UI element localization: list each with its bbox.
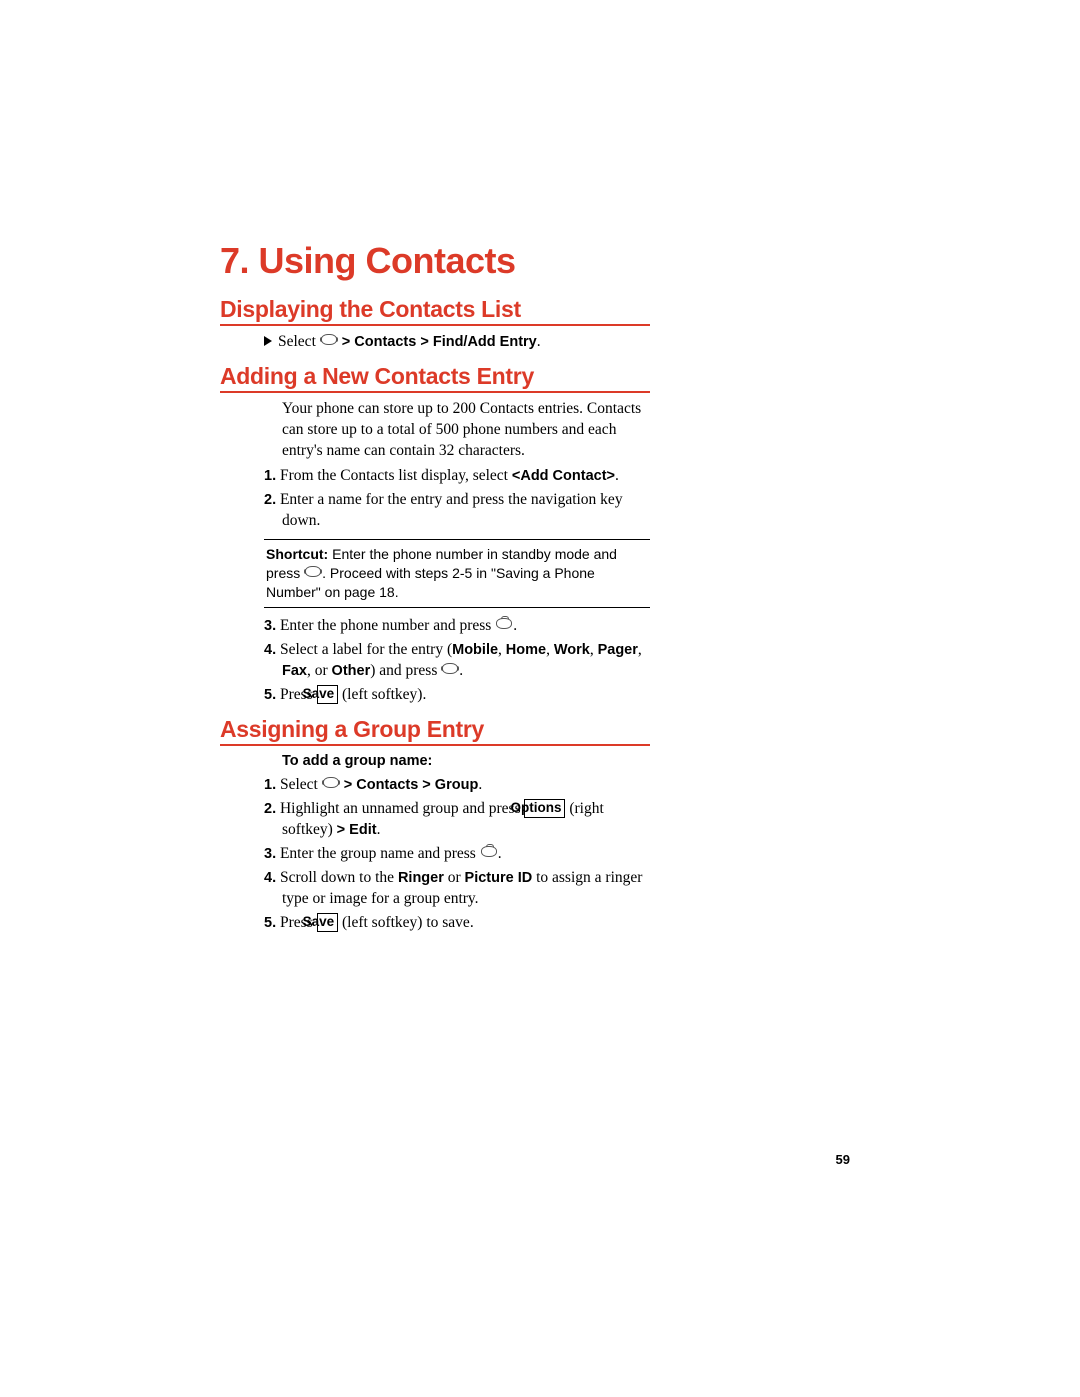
- shortcut-box: Shortcut: Enter the phone number in stan…: [264, 539, 650, 608]
- step-text: Select a label for the entry (: [280, 641, 452, 658]
- ringer-label: Ringer: [398, 870, 444, 886]
- step-number: 2.: [264, 801, 276, 817]
- nav-key-icon: [442, 663, 458, 674]
- step-number: 3.: [264, 618, 276, 634]
- nav-key-icon: [305, 566, 321, 577]
- step-number: 4.: [264, 870, 276, 886]
- or-text: , or: [307, 662, 332, 679]
- or-text: or: [444, 869, 465, 886]
- period: .: [459, 662, 463, 679]
- label-fax: Fax: [282, 663, 307, 679]
- nav-key-icon: [323, 777, 339, 788]
- group-step-1: 1. Select > Contacts > Group.: [220, 775, 650, 796]
- label-mobile: Mobile: [452, 642, 498, 658]
- step-text: Select: [280, 776, 322, 793]
- manual-page: 7. Using Contacts Displaying the Contact…: [220, 240, 650, 937]
- chapter-title: 7. Using Contacts: [220, 240, 650, 282]
- path-text: > Contacts > Group: [340, 777, 479, 793]
- edit-label: > Edit: [337, 822, 377, 838]
- period: .: [537, 333, 541, 350]
- page-number: 59: [836, 1152, 850, 1167]
- step-number: 5.: [264, 687, 276, 703]
- label-other: Other: [332, 663, 371, 679]
- period: .: [513, 617, 517, 634]
- period: .: [615, 467, 619, 484]
- path-text: > Contacts > Find/Add Entry: [338, 334, 537, 350]
- subheading-add-group-name: To add a group name:: [220, 752, 650, 772]
- group-step-2: 2. Highlight an unnamed group and press …: [220, 799, 650, 841]
- step-5: 5. Press Save (left softkey).: [220, 685, 650, 706]
- step-number: 3.: [264, 846, 276, 862]
- section-heading-assigning: Assigning a Group Entry: [220, 716, 650, 746]
- label-pager: Pager: [598, 642, 638, 658]
- step-text-b: ) and press: [370, 662, 441, 679]
- picture-id-label: Picture ID: [465, 870, 533, 886]
- step-text: From the Contacts list display, select: [280, 467, 512, 484]
- step-text: Enter the group name and press: [280, 845, 480, 862]
- period: .: [377, 821, 381, 838]
- step-text: Scroll down to the: [280, 869, 398, 886]
- group-step-5: 5. Press Save (left softkey) to save.: [220, 913, 650, 934]
- step-number: 4.: [264, 642, 276, 658]
- label-home: Home: [506, 642, 546, 658]
- step-number: 1.: [264, 777, 276, 793]
- step-text: Enter the phone number and press: [280, 617, 495, 634]
- bullet-select-find-add: Select > Contacts > Find/Add Entry.: [220, 332, 650, 353]
- step-3: 3. Enter the phone number and press .: [220, 616, 650, 637]
- ok-key-icon: [496, 618, 512, 629]
- group-step-3: 3. Enter the group name and press .: [220, 844, 650, 865]
- period: .: [498, 845, 502, 862]
- period: .: [478, 776, 482, 793]
- options-softkey: Options: [524, 799, 565, 818]
- section-heading-adding: Adding a New Contacts Entry: [220, 363, 650, 393]
- shortcut-label: Shortcut:: [266, 546, 332, 562]
- section-heading-displaying: Displaying the Contacts List: [220, 296, 650, 326]
- ok-key-icon: [481, 846, 497, 857]
- add-contact-label: <Add Contact>: [512, 468, 615, 484]
- arrow-icon: [264, 336, 272, 346]
- step-text-b: (left softkey) to save.: [338, 914, 474, 931]
- step-4: 4. Select a label for the entry (Mobile,…: [220, 640, 650, 682]
- label-work: Work: [554, 642, 590, 658]
- intro-paragraph: Your phone can store up to 200 Contacts …: [220, 399, 650, 462]
- save-softkey: Save: [317, 913, 339, 932]
- step-text: Highlight an unnamed group and press: [280, 800, 525, 817]
- step-text-b: (left softkey).: [338, 686, 426, 703]
- step-text: Enter a name for the entry and press the…: [280, 491, 623, 529]
- save-softkey: Save: [317, 685, 339, 704]
- group-step-4: 4. Scroll down to the Ringer or Picture …: [220, 868, 650, 910]
- nav-key-icon: [321, 334, 337, 345]
- step-2: 2. Enter a name for the entry and press …: [220, 490, 650, 532]
- step-1: 1. From the Contacts list display, selec…: [220, 466, 650, 487]
- text: Select: [278, 333, 320, 350]
- step-number: 2.: [264, 492, 276, 508]
- step-number: 1.: [264, 468, 276, 484]
- step-number: 5.: [264, 915, 276, 931]
